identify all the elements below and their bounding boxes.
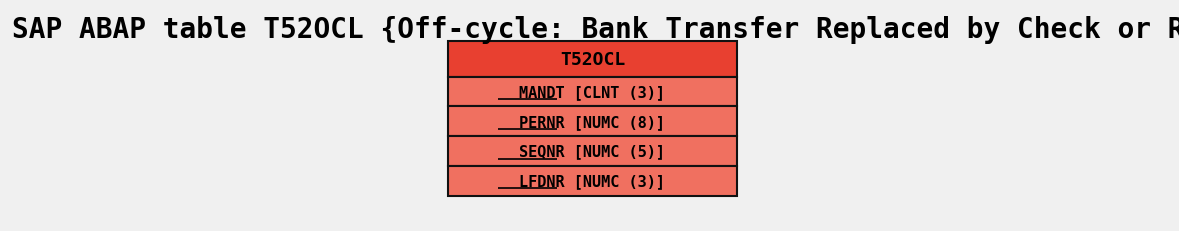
FancyBboxPatch shape	[448, 107, 737, 137]
FancyBboxPatch shape	[448, 77, 737, 107]
Text: SAP ABAP table T52OCL {Off-cycle: Bank Transfer Replaced by Check or Reversed}: SAP ABAP table T52OCL {Off-cycle: Bank T…	[12, 16, 1179, 44]
FancyBboxPatch shape	[448, 166, 737, 196]
Text: T52OCL: T52OCL	[560, 51, 625, 68]
Text: SEQNR [NUMC (5)]: SEQNR [NUMC (5)]	[520, 144, 665, 159]
FancyBboxPatch shape	[448, 137, 737, 166]
FancyBboxPatch shape	[448, 42, 737, 77]
Text: PERNR [NUMC (8)]: PERNR [NUMC (8)]	[520, 114, 665, 129]
Text: LFDNR [NUMC (3)]: LFDNR [NUMC (3)]	[520, 173, 665, 188]
Text: MANDT [CLNT (3)]: MANDT [CLNT (3)]	[520, 85, 665, 100]
